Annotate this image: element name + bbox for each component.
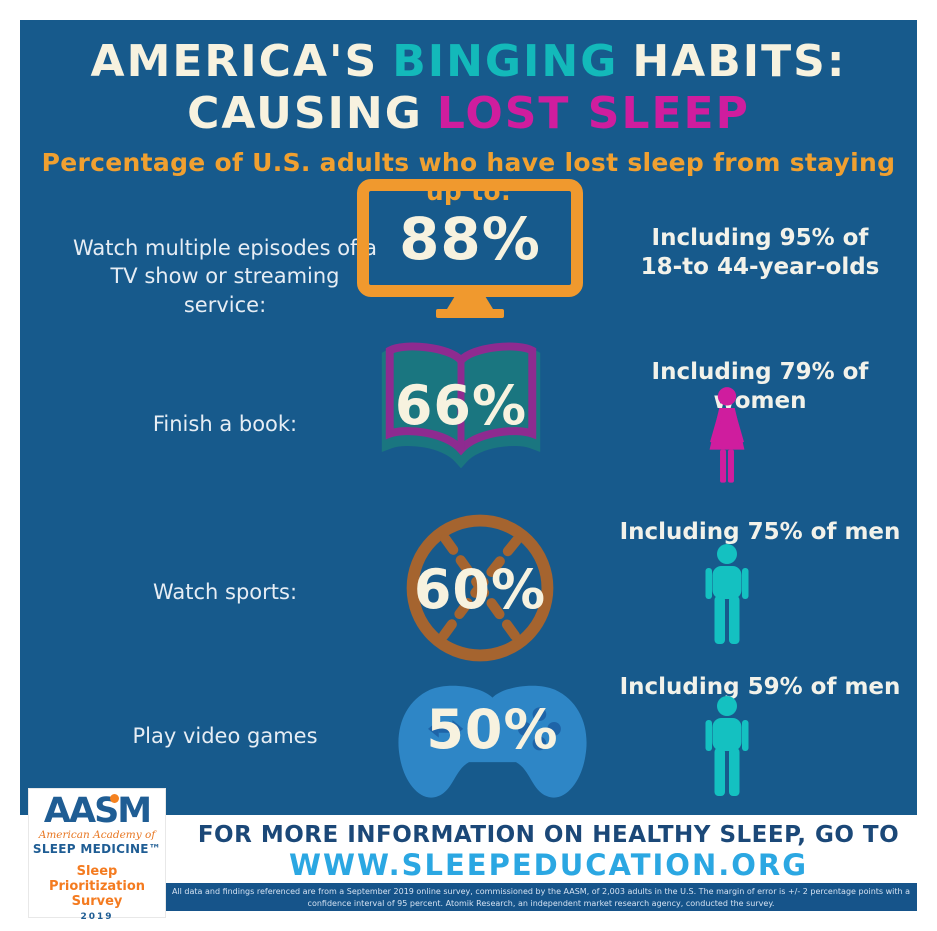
aasm-subtitle-1: American Academy of bbox=[38, 829, 156, 841]
pct-book: 66% bbox=[394, 374, 528, 437]
book-icon: 66% bbox=[362, 336, 560, 468]
fineprint-bar: All data and findings referenced are fro… bbox=[165, 883, 917, 911]
aasm-logo: AASM bbox=[43, 791, 152, 831]
title-binging: BINGING bbox=[392, 36, 619, 87]
controller-icon: 50% bbox=[385, 678, 600, 810]
including-sports: Including 75% of men bbox=[619, 519, 901, 545]
title-causing: CAUSING bbox=[187, 87, 423, 139]
including-games: Including 59% of men bbox=[619, 674, 901, 700]
aasm-logo-box: AASM American Academy of SLEEP MEDICINE™… bbox=[28, 788, 166, 922]
infographic-panel: AMERICA'S BINGING HABITS: CAUSING LOST SLEE… bbox=[20, 20, 917, 815]
tv-icon: 88% bbox=[355, 177, 585, 319]
fineprint-line-2: confidence interval of 95 percent. Atomi… bbox=[307, 898, 775, 908]
aasm-logo-dot-icon bbox=[109, 794, 119, 803]
survey-title-1: Sleep Prioritization bbox=[48, 864, 146, 894]
title-line-2: CAUSING LOST SLEEP bbox=[20, 88, 917, 140]
title-lost-sleep: LOST SLEEP bbox=[436, 87, 750, 139]
man-icon bbox=[682, 695, 772, 805]
survey-year: 2019 bbox=[80, 912, 114, 922]
fineprint-line-1: All data and findings referenced are fro… bbox=[171, 887, 911, 896]
pct-tv: 88% bbox=[399, 205, 541, 273]
row-label-games: Play video games bbox=[132, 724, 318, 748]
woman-icon bbox=[682, 386, 772, 492]
title-line-1: AMERICA'S BINGING HABITS: bbox=[20, 36, 917, 88]
footer-cta: FOR MORE INFORMATION ON HEALTHY SLEEP, G… bbox=[197, 822, 900, 848]
pct-games: 50% bbox=[426, 698, 559, 761]
page-title: AMERICA'S BINGING HABITS: CAUSING LOST SLEE… bbox=[20, 36, 917, 140]
baseball-icon: 60% bbox=[398, 506, 562, 670]
survey-title-2: Survey bbox=[71, 894, 123, 909]
including-tv: Including 95% of 18-to 44-year-olds bbox=[640, 225, 880, 280]
pct-sports: 60% bbox=[413, 558, 547, 621]
row-label-book: Finish a book: bbox=[152, 412, 298, 436]
title-habits: HABITS: bbox=[632, 36, 847, 87]
title-americas: AMERICA'S bbox=[90, 36, 379, 87]
footer-url-link[interactable]: WWW.SLEEPEDUCATION.ORG bbox=[288, 848, 809, 882]
aasm-subtitle-2: SLEEP MEDICINE™ bbox=[32, 842, 162, 856]
man-icon bbox=[682, 543, 772, 653]
row-label-tv: Watch multiple episodes of a TV show or … bbox=[72, 236, 377, 317]
row-label-sports: Watch sports: bbox=[152, 580, 298, 604]
